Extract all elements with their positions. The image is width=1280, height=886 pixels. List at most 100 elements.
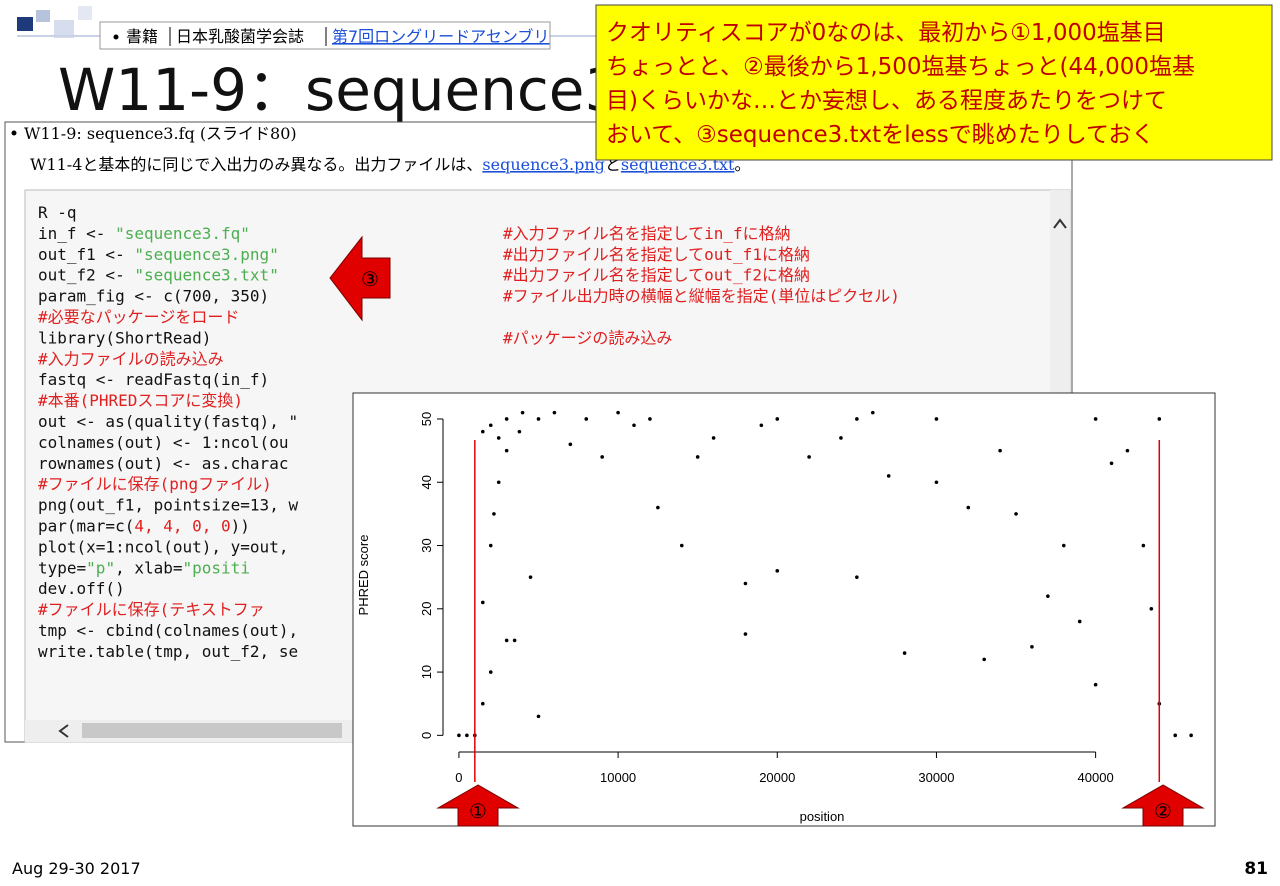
point	[902, 651, 907, 655]
code-token: #ファイルに保存(テキストファ	[38, 600, 265, 619]
code-line: fastq <- readFastq(in_f)	[38, 370, 269, 389]
point	[855, 417, 859, 421]
x-tick-label: 0	[455, 770, 462, 785]
y-axis-label: PHRED score	[356, 535, 371, 616]
code-token: out <- as(quality(fastq), "	[38, 412, 298, 431]
code-comment: #出力ファイル名を指定してout_f1に格納	[503, 245, 810, 264]
code-token: out_f2 <-	[38, 266, 134, 285]
marker-label: ②	[1154, 799, 1172, 823]
point	[512, 638, 517, 643]
code-token: param_fig <- c(700, 350)	[38, 287, 269, 306]
point	[1030, 644, 1034, 649]
code-block: R -q in_f <- "sequence3.fq" #入力ファイル名を指定してi…	[38, 203, 900, 661]
page-number: 81	[1244, 859, 1268, 879]
description-text: W11-4と基本的に同じで入出力のみ異なる。出力ファイルは、	[30, 155, 482, 174]
point	[465, 733, 469, 738]
y-tick-label: 30	[419, 538, 434, 552]
point	[600, 455, 604, 459]
point	[966, 505, 971, 510]
arrow	[436, 784, 520, 827]
point	[504, 417, 509, 421]
code-comment: #出力ファイル名を指定してout_f2に格納	[503, 266, 810, 285]
code-line: param_fig <- c(700, 350)	[38, 287, 269, 306]
code-line: R -q	[38, 203, 77, 222]
callout-line: おいて、③sequence3.txtをlessで眺めたりしておく	[606, 122, 1154, 148]
slide-title: W11-9：sequence3	[58, 56, 621, 124]
code-line: png(out_f1, pointsize=13, w	[38, 496, 298, 515]
code-token: write.table(tmp, out_f2, se	[38, 642, 298, 661]
point	[982, 657, 986, 662]
x-axis-label: position	[800, 809, 845, 824]
point	[488, 670, 493, 674]
breadcrumb-link[interactable]: 第7回ロングリードアセンブリ	[332, 27, 549, 46]
scroll-left[interactable]	[58, 724, 69, 738]
point	[934, 417, 939, 421]
point	[855, 575, 859, 579]
y-tick-label: 50	[419, 412, 434, 426]
point	[743, 632, 748, 636]
point	[648, 417, 652, 421]
x-tick-label: 20000	[759, 770, 795, 785]
code-line: out_f2 <- "sequence3.txt"	[38, 266, 279, 285]
point	[492, 512, 496, 516]
code-token: dev.off()	[38, 579, 125, 598]
point	[870, 410, 875, 415]
code-line: #必要なパッケージをロード	[38, 308, 239, 327]
breadcrumb: 書籍 日本乳酸菌学会誌 第7回ロングリードアセンブリ	[99, 21, 551, 50]
marker-label: ③	[361, 267, 379, 291]
code-comment: #ファイル出力時の横幅と縦幅を指定(単位はピクセル)	[503, 287, 900, 306]
point	[1157, 417, 1162, 421]
code-line: out <- as(quality(fastq), "	[38, 412, 298, 431]
point	[1173, 733, 1178, 738]
code-line: type="p", xlab="positi	[38, 558, 250, 577]
point	[517, 429, 522, 434]
code-token: #入力ファイルの読み込み	[38, 349, 224, 368]
point	[775, 417, 780, 421]
code-token: rownames(out) <- as.charac	[38, 454, 288, 473]
file-link[interactable]: sequence3.png	[482, 155, 604, 174]
point	[536, 417, 541, 421]
y-tick-label: 20	[419, 602, 434, 616]
code-line: par(mar=c(4, 4, 0, 0))	[38, 517, 250, 536]
scroll-up[interactable]	[1053, 218, 1067, 229]
code-line: #ファイルに保存(pngファイル)	[38, 475, 272, 494]
point	[496, 480, 501, 485]
code-line: out_f1 <- "sequence3.png"	[38, 245, 279, 264]
x-tick-label: 40000	[1078, 770, 1114, 785]
code-line: library(ShortRead)	[38, 328, 211, 347]
point	[488, 423, 493, 428]
bullet-text: W11-9: sequence3.fq (スライド80)	[24, 124, 297, 143]
code-token: "sequence3.png"	[134, 245, 279, 264]
code-token: par(mar=c(	[38, 517, 134, 536]
code-token: out_f1 <-	[38, 245, 134, 264]
code-token: R -q	[38, 203, 77, 222]
x-tick-label: 30000	[918, 770, 954, 785]
point	[1189, 733, 1193, 738]
point	[1093, 417, 1098, 421]
code-line: tmp <- cbind(colnames(out),	[38, 621, 298, 640]
point	[480, 429, 485, 434]
code-token: library(ShortRead)	[38, 328, 211, 347]
callout-line: クオリティスコアが0なのは、最初から①1,000塩基目	[606, 20, 1166, 46]
point	[568, 442, 573, 447]
point	[528, 575, 533, 579]
point	[480, 701, 485, 706]
code-line: write.table(tmp, out_f2, se	[38, 642, 298, 661]
marker-label: ①	[469, 799, 487, 823]
point	[1109, 461, 1114, 466]
code-token: in_f <-	[38, 224, 115, 243]
y-tick-label: 40	[419, 475, 434, 489]
point	[616, 410, 620, 415]
arrow	[1121, 784, 1205, 827]
point	[934, 480, 939, 485]
code-comment: #パッケージの読み込み	[503, 328, 672, 347]
code-line: #ファイルに保存(テキストファ	[38, 600, 265, 619]
point	[496, 436, 501, 440]
code-token: plot(x=1:ncol(out), y=out,	[38, 537, 288, 556]
code-token: type=	[38, 558, 86, 577]
code-line: rownames(out) <- as.charac	[38, 454, 288, 473]
point	[1014, 512, 1018, 516]
point	[839, 436, 843, 440]
breadcrumb-item: 日本乳酸菌学会誌	[176, 27, 304, 46]
point	[536, 714, 541, 719]
